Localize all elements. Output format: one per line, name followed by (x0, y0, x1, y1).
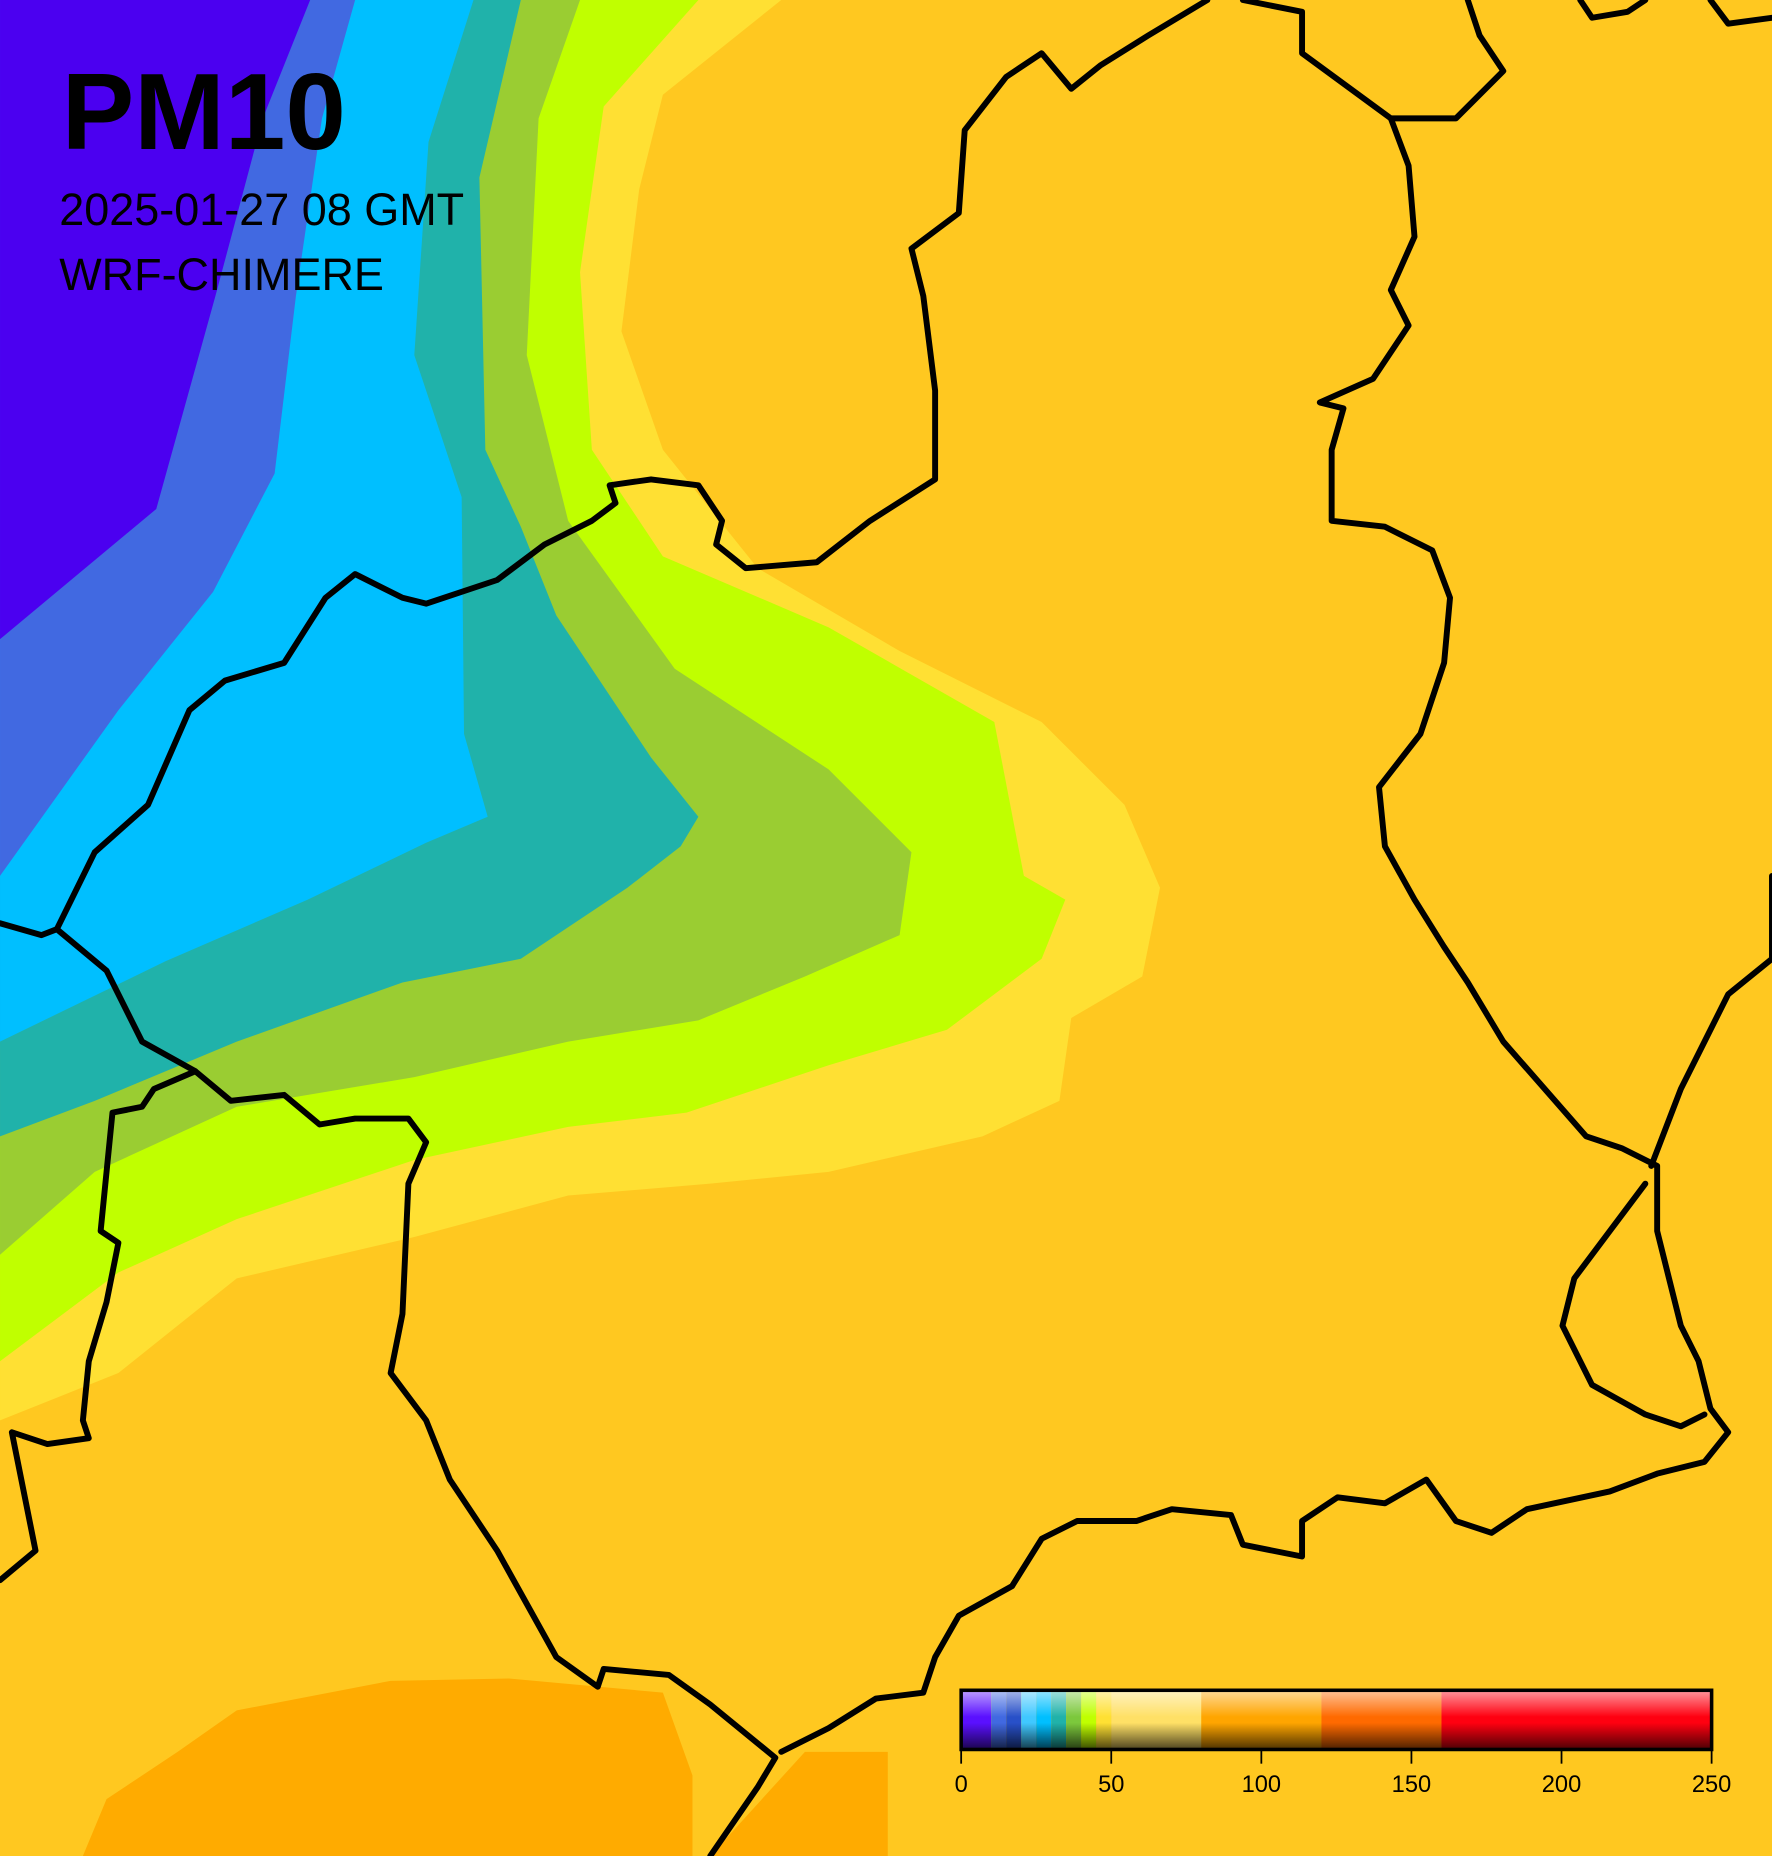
border-line (53, 0, 1211, 933)
colorbar: 0 50 100 150 200 250 (955, 1688, 1731, 1798)
border-line (1239, 0, 1507, 122)
timestamp: 2025-01-27 08 GMT (59, 184, 464, 235)
field-high (710, 1751, 888, 1856)
field-10 (0, 0, 311, 640)
border-line (1707, 0, 1772, 27)
coastline (0, 920, 779, 1856)
field-high (82, 1678, 693, 1856)
map-title: PM10 (62, 51, 346, 173)
border-line (0, 1068, 199, 1584)
colorbar-tick-label: 50 (1098, 1772, 1124, 1798)
colorbar-frame (959, 1688, 1714, 1752)
model-name: WRF-CHIMERE (59, 249, 384, 300)
border-line (1577, 0, 1649, 21)
colorbar-tick-label: 150 (1392, 1772, 1431, 1798)
colorbar-shade (961, 1690, 1712, 1750)
colorbar-tick-label: 0 (955, 1772, 968, 1798)
island (1559, 1180, 1708, 1430)
colorbar-tick-label: 100 (1242, 1772, 1281, 1798)
colorbar-tick-label: 200 (1542, 1772, 1581, 1798)
border-line (778, 115, 1732, 1755)
colorbar-tick-label: 250 (1692, 1772, 1731, 1798)
